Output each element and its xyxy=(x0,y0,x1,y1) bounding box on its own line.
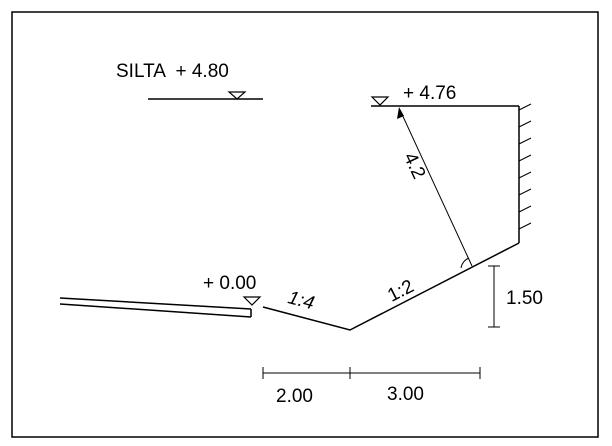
ground-profile xyxy=(59,242,520,331)
level-triangle-icon xyxy=(370,96,390,106)
water-level-marker: + 0.00 xyxy=(203,273,262,306)
dim-right-label: 3.00 xyxy=(387,384,424,405)
slope-right-label: 1:2 xyxy=(384,276,417,307)
slope-length-label: 4.2 xyxy=(399,149,429,182)
dim-left-label: 2.00 xyxy=(276,386,313,407)
level-triangle-icon xyxy=(227,91,247,100)
hatched-wall-icon xyxy=(518,103,532,230)
retaining-wall xyxy=(518,103,532,243)
slope-length-arrow: 4.2 xyxy=(397,107,473,269)
height-dimension: 1.50 xyxy=(488,265,543,328)
bridge-level-label: SILTA + 4.80 xyxy=(116,61,229,82)
angle-arc-icon xyxy=(460,257,470,269)
bridge-level-marker: SILTA + 4.80 xyxy=(116,61,263,100)
top-level-marker: + 4.76 xyxy=(370,83,519,107)
drawing-frame xyxy=(11,11,599,438)
water-level-label: + 0.00 xyxy=(203,273,256,294)
level-triangle-icon xyxy=(242,296,262,306)
slope-left-label: 1:4 xyxy=(286,287,317,314)
height-label: 1.50 xyxy=(506,288,543,309)
top-level-label: + 4.76 xyxy=(403,83,456,104)
bottom-dimension: 2.00 3.00 xyxy=(262,367,481,407)
